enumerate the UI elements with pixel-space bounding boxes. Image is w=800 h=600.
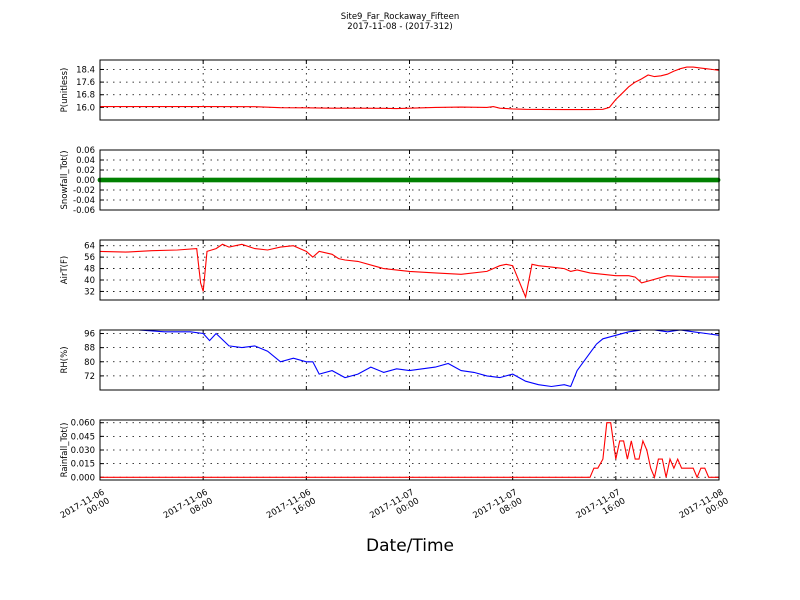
- y-tick-label: 80: [84, 358, 95, 368]
- y-axis-label: Rainfall_Tot(): [60, 423, 70, 478]
- y-tick-label: 0.02: [76, 166, 95, 176]
- y-tick-label: 64: [84, 242, 95, 252]
- y-tick-label: 0.00: [76, 176, 95, 186]
- y-tick-label: 32: [84, 287, 95, 297]
- y-axis-label: AirT(F): [60, 256, 70, 284]
- chart-title-line1: Site9_Far_Rockaway_Fifteen: [341, 12, 460, 22]
- y-tick-label: 48: [84, 265, 95, 275]
- y-tick-label: 0.015: [71, 460, 95, 470]
- chart-title-line2: 2017-11-08 - (2017-312): [347, 22, 452, 32]
- y-tick-label: 40: [84, 276, 95, 286]
- y-tick-label: 56: [84, 253, 95, 263]
- x-axis-label: Date/Time: [366, 536, 454, 556]
- y-tick-label: 0.04: [76, 156, 95, 166]
- y-tick-label: 0.030: [71, 446, 95, 456]
- plot-frame: [99, 59, 720, 121]
- plot-frame: [99, 419, 720, 481]
- y-tick-label: 0.060: [71, 419, 95, 429]
- y-tick-label: 96: [84, 330, 95, 340]
- y-axis-label: RH(%): [60, 346, 70, 373]
- series-line: [100, 422, 719, 480]
- plot-frame: [99, 329, 720, 391]
- y-tick-label: 72: [84, 372, 95, 382]
- series-line: [100, 243, 719, 300]
- chart-panel-1: 16.0 16.8 17.6 18.4 P(unitless): [60, 59, 720, 121]
- y-tick-label: 16.8: [76, 91, 95, 101]
- y-tick-label: 17.6: [76, 78, 95, 88]
- y-tick-label: 16.0: [76, 103, 95, 113]
- plot-frame: [99, 149, 720, 211]
- plot-frame: [99, 239, 720, 301]
- y-tick-label: 0.045: [71, 432, 95, 442]
- y-axis-label: P(unitless): [60, 68, 70, 113]
- y-tick-label: 0.000: [71, 473, 95, 483]
- y-tick-label: 18.4: [76, 65, 95, 75]
- y-tick-label: -0.04: [73, 196, 95, 206]
- series-points: [97, 177, 721, 183]
- series-line: [100, 66, 719, 111]
- y-tick-label: 0.06: [76, 146, 95, 156]
- data-point: [715, 177, 721, 183]
- chart-panel-2: -0.06-0.04-0.020.000.020.040.06 Snowfall_…: [60, 146, 721, 216]
- y-tick-label: 88: [84, 344, 95, 354]
- chart-panel-4: 72 80 88 96 RH(%): [60, 329, 720, 391]
- y-axis-label: Snowfall_Tot(): [60, 150, 70, 209]
- y-tick-label: -0.06: [73, 206, 95, 216]
- series-line: [138, 330, 719, 388]
- y-tick-label: -0.02: [73, 186, 95, 196]
